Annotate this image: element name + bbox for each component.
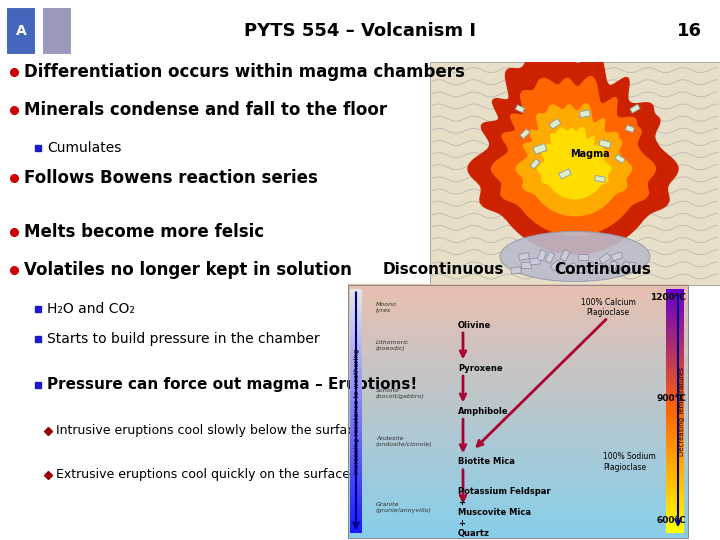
Text: Differentiation occurs within magma chambers: Differentiation occurs within magma cham… <box>24 63 465 81</box>
Polygon shape <box>599 253 611 264</box>
Polygon shape <box>510 267 521 274</box>
Text: Decreasing Temperatures: Decreasing Temperatures <box>679 367 685 456</box>
Polygon shape <box>521 262 531 268</box>
Text: 900°C: 900°C <box>656 394 686 403</box>
Polygon shape <box>630 104 640 113</box>
Polygon shape <box>608 261 617 272</box>
Polygon shape <box>593 263 605 274</box>
Text: Biotite Mica: Biotite Mica <box>458 457 515 467</box>
Text: Starts to build pressure in the chamber: Starts to build pressure in the chamber <box>47 332 320 346</box>
FancyBboxPatch shape <box>42 8 72 55</box>
Ellipse shape <box>500 232 650 281</box>
Polygon shape <box>530 159 540 169</box>
Polygon shape <box>615 154 625 163</box>
Polygon shape <box>628 262 636 273</box>
Text: 1200°C: 1200°C <box>650 293 686 302</box>
Text: H₂O and CO₂: H₂O and CO₂ <box>47 301 135 315</box>
Polygon shape <box>599 139 611 148</box>
Text: Intrusive eruptions cool slowly below the surface: Intrusive eruptions cool slowly below th… <box>56 424 362 437</box>
Text: 100% Sodium
Plagioclase: 100% Sodium Plagioclase <box>603 453 656 471</box>
Text: Amphibole: Amphibole <box>458 407 508 416</box>
Text: Magma: Magma <box>570 149 610 159</box>
Polygon shape <box>611 252 623 261</box>
Polygon shape <box>545 252 555 264</box>
Polygon shape <box>580 110 590 118</box>
Text: Sonoite
(bocolt/gabbro): Sonoite (bocolt/gabbro) <box>376 388 425 399</box>
Text: Olivine: Olivine <box>458 321 491 329</box>
Text: Granite
(grunie/annyvillo): Granite (grunie/annyvillo) <box>376 502 432 513</box>
Polygon shape <box>520 129 530 139</box>
Text: 16: 16 <box>677 22 702 40</box>
Text: A: A <box>16 24 26 38</box>
Text: Minerals condense and fall to the floor: Minerals condense and fall to the floor <box>24 101 387 119</box>
Text: Potassium Feldspar
+
Muscovite Mica
+
Quartz: Potassium Feldspar + Muscovite Mica + Qu… <box>458 487 551 538</box>
Text: Increasing resistance to weathering: Increasing resistance to weathering <box>354 349 360 474</box>
Polygon shape <box>516 105 525 113</box>
Polygon shape <box>559 169 571 179</box>
Polygon shape <box>516 104 631 215</box>
FancyBboxPatch shape <box>430 62 720 285</box>
Text: Lithomoric
(poeodic): Lithomoric (poeodic) <box>376 340 410 351</box>
Text: 100% Calcium
Plagioclase: 100% Calcium Plagioclase <box>580 298 636 317</box>
Polygon shape <box>492 77 655 235</box>
Polygon shape <box>595 176 606 182</box>
Text: PYTS 554 – Volcanism I: PYTS 554 – Volcanism I <box>244 22 476 40</box>
Polygon shape <box>574 266 585 273</box>
Polygon shape <box>549 118 561 129</box>
Polygon shape <box>578 254 588 260</box>
Polygon shape <box>534 144 546 154</box>
Text: Cumulates: Cumulates <box>47 141 122 156</box>
Text: Pyroxene: Pyroxene <box>458 363 503 373</box>
Text: Discontinuous: Discontinuous <box>382 261 504 276</box>
Text: Pressure can force out magma – Eruptions!: Pressure can force out magma – Eruptions… <box>47 377 418 392</box>
Polygon shape <box>587 262 593 273</box>
Text: 600°C: 600°C <box>657 516 686 525</box>
Text: Melts become more felsic: Melts become more felsic <box>24 224 264 241</box>
Polygon shape <box>538 127 611 199</box>
Polygon shape <box>550 260 562 271</box>
Text: Volatiles no longer kept in solution: Volatiles no longer kept in solution <box>24 261 352 280</box>
Polygon shape <box>620 261 631 272</box>
Polygon shape <box>518 253 529 260</box>
FancyBboxPatch shape <box>6 8 36 55</box>
Polygon shape <box>537 249 546 261</box>
Text: Extrusive eruptions cool quickly on the surface: Extrusive eruptions cool quickly on the … <box>56 468 350 481</box>
Text: Andesite
(ondosite/clonole): Andesite (ondosite/clonole) <box>376 436 433 447</box>
Polygon shape <box>565 263 577 272</box>
Text: Follows Bowens reaction series: Follows Bowens reaction series <box>24 170 318 187</box>
Text: Moono
lyres: Moono lyres <box>376 302 397 313</box>
Polygon shape <box>560 249 570 261</box>
Polygon shape <box>530 258 540 265</box>
Polygon shape <box>626 125 634 132</box>
Polygon shape <box>468 50 678 254</box>
Text: Continuous: Continuous <box>554 261 652 276</box>
